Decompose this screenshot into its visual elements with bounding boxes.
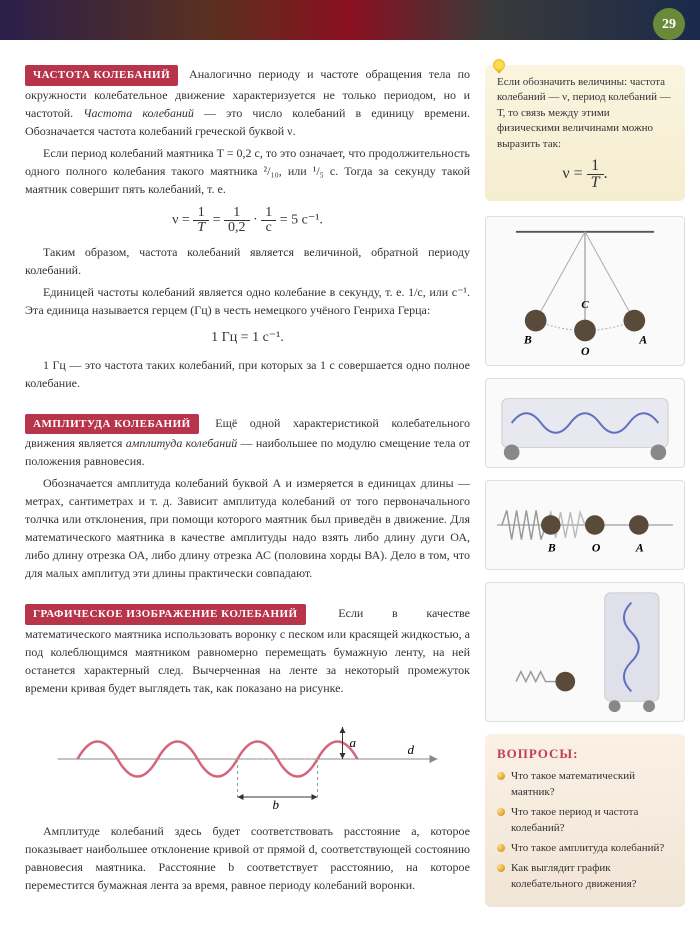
wave-diagram: a d b (25, 709, 470, 809)
freq-para-3: Таким образом, частота колебаний являетс… (25, 243, 470, 279)
graph-para-2: Амплитуде колебаний здесь будет соответс… (25, 822, 470, 894)
main-text-column: ЧАСТОТА КОЛЕБАНИЙ Аналогично периоду и ч… (25, 65, 470, 907)
formula-frequency: ν = 1T = 10,2 · 1с = 5 с⁻¹. (25, 206, 470, 235)
svg-text:B: B (547, 541, 556, 554)
section-title-amplitude: АМПЛИТУДА КОЛЕБАНИЙ (25, 414, 199, 435)
page-content: ЧАСТОТА КОЛЕБАНИЙ Аналогично периоду и ч… (0, 40, 700, 917)
header-decoration: 29 (0, 0, 700, 40)
svg-text:O: O (581, 344, 590, 358)
question-item: Что такое амплитуда колебаний? (497, 841, 673, 856)
graph-para-1: ГРАФИЧЕСКОЕ ИЗОБРАЖЕНИЕ КОЛЕБАНИЙ Если в… (25, 604, 470, 697)
freq-para-2: Если период колебаний маятника T = 0,2 с… (25, 144, 470, 198)
svg-text:b: b (273, 797, 280, 809)
amp-para-1: АМПЛИТУДА КОЛЕБАНИЙ Ещё одной характерис… (25, 414, 470, 471)
formula-hertz: 1 Гц = 1 с⁻¹. (25, 327, 470, 348)
questions-title: ВОПРОСЫ: (497, 744, 673, 764)
note-text: Если обозначить величины: частота колеба… (497, 75, 673, 152)
spring-diagram: B O A (485, 480, 685, 570)
freq-para-5: 1 Гц — это частота таких колебаний, при … (25, 356, 470, 392)
svg-text:B: B (523, 332, 532, 346)
svg-text:C: C (581, 299, 589, 311)
term: амплитуда колебаний (126, 436, 237, 450)
svg-text:d: d (408, 742, 415, 757)
question-item: Что такое математический маятник? (497, 769, 673, 800)
sidebar-column: Если обозначить величины: частота колеба… (485, 65, 685, 907)
svg-text:O: O (592, 541, 601, 554)
freq-para-4: Единицей частоты колебаний является одно… (25, 283, 470, 319)
freq-para-1: ЧАСТОТА КОЛЕБАНИЙ Аналогично периоду и ч… (25, 65, 470, 140)
section-title-graph: ГРАФИЧЕСКОЕ ИЗОБРАЖЕНИЕ КОЛЕБАНИЙ (25, 604, 306, 625)
svg-text:A: A (635, 541, 644, 554)
questions-box: ВОПРОСЫ: Что такое математический маятни… (485, 734, 685, 907)
page-number: 29 (653, 8, 685, 40)
svg-text:A: A (638, 332, 647, 346)
question-item: Что такое период и частота колебаний? (497, 805, 673, 836)
vertical-tape-diagram (485, 582, 685, 722)
pendulum-diagram: C B O A (485, 216, 685, 366)
amp-para-2: Обозначается амплитуда колебаний буквой … (25, 474, 470, 582)
section-title-frequency: ЧАСТОТА КОЛЕБАНИЙ (25, 65, 178, 86)
formula-note-box: Если обозначить величины: частота колеба… (485, 65, 685, 201)
question-item: Как выглядит график колебательного движе… (497, 861, 673, 892)
note-formula: ν = 1T. (497, 158, 673, 191)
svg-text:a: a (350, 735, 357, 750)
tape-wave-diagram (485, 378, 685, 468)
term: Частота колебаний (83, 106, 194, 120)
